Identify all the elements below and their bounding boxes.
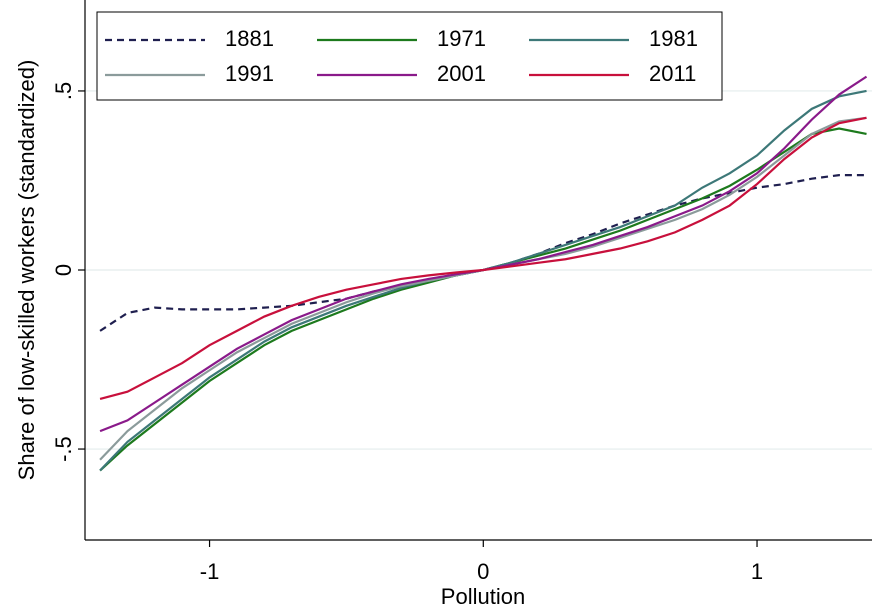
x-tick-label: -1 [200,559,220,584]
x-axis-label: Pollution [441,584,525,609]
legend-label: 1971 [437,26,486,51]
y-tick-label: 0 [51,264,76,276]
y-axis-label: Share of low-skilled workers (standardiz… [14,60,39,481]
series-line [99,116,867,461]
series-line [99,116,867,400]
y-tick-label: -.5 [51,436,76,462]
series-line [99,174,867,332]
legend-box [96,11,723,101]
legend-label: 2001 [437,61,486,86]
x-tick-label: 1 [751,559,763,584]
y-tick-label: .5 [51,82,76,100]
legend-label: 1991 [225,61,274,86]
legend: 1881 1971 1981 1991 2001 2011 [96,11,723,101]
legend-label: 2011 [649,61,696,86]
series-line [99,89,867,472]
legend-label: 1881 [225,26,274,51]
legend-label: 1981 [649,26,698,51]
x-tick-label: 0 [477,559,489,584]
